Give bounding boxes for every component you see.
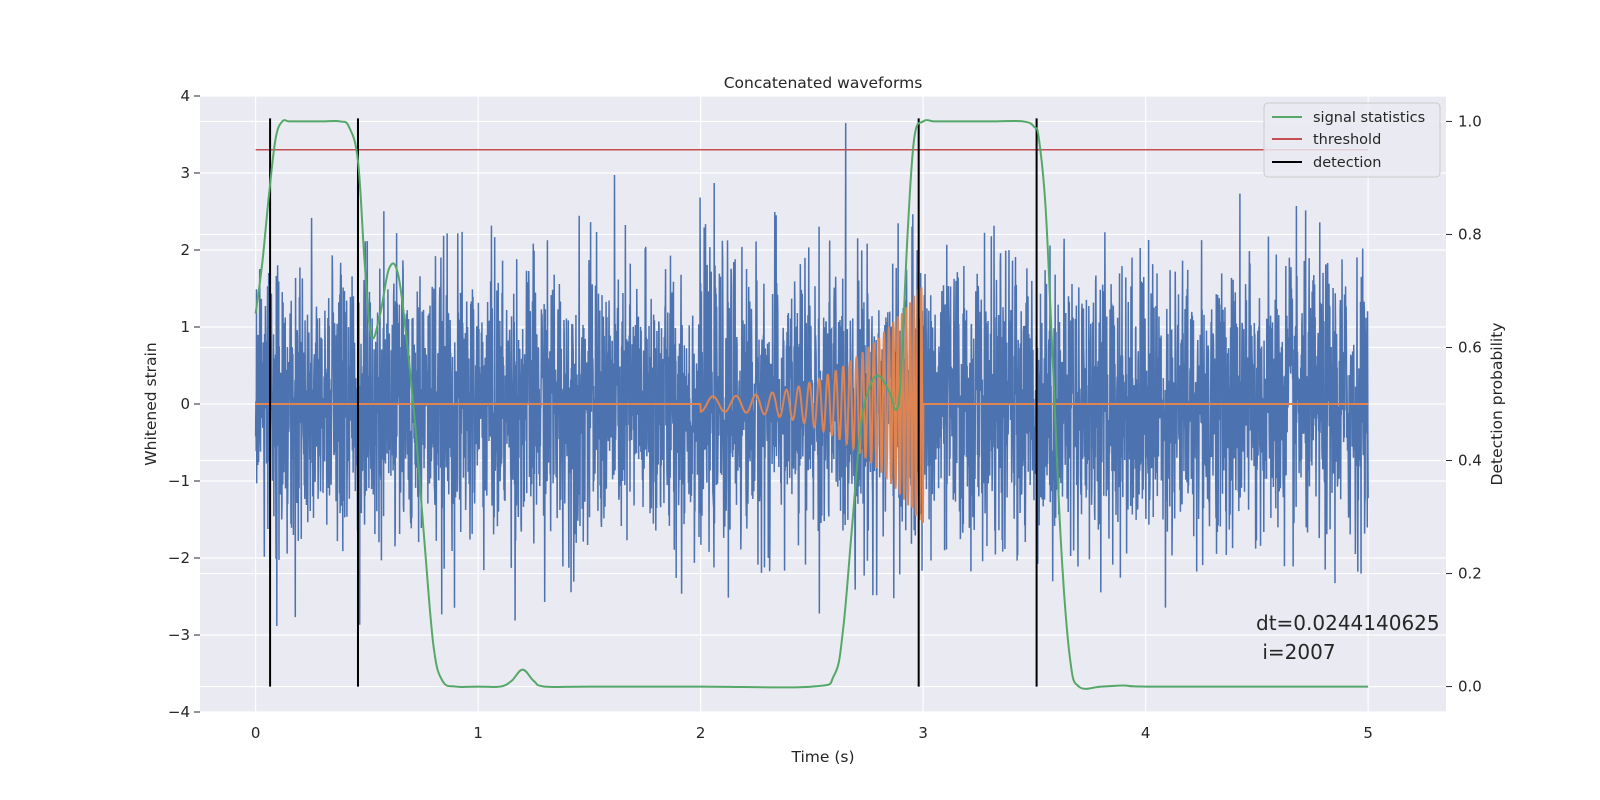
- y2-tick-label: 0.2: [1458, 565, 1482, 583]
- y-tick-label: 4: [180, 87, 190, 105]
- y-axis-label: Whitened strain: [142, 342, 160, 465]
- y-tick-label: −3: [168, 626, 190, 644]
- chirp-series-line: [255, 287, 1369, 523]
- x-tick-label: 5: [1363, 724, 1373, 742]
- y2-tick-label: 0.6: [1458, 338, 1482, 356]
- plot-area: [254, 118, 1369, 690]
- right-axis-ticks: 0.0 0.2 0.4 0.6 0.8 1.0: [1446, 112, 1482, 696]
- bottom-axis-ticks: 0 1 2 3 4 5: [251, 724, 1373, 742]
- legend: signal statistics threshold detection: [1263, 102, 1441, 178]
- annotation-dt: dt=0.0244140625: [1256, 611, 1440, 635]
- chart-title: Concatenated waveforms: [724, 74, 923, 92]
- annotation-i: i=2007: [1256, 640, 1336, 664]
- x-tick-label: 0: [251, 724, 261, 742]
- x-tick-label: 1: [473, 724, 483, 742]
- y-tick-label: −1: [168, 472, 190, 490]
- y2-axis-label: Detection probability: [1488, 323, 1506, 486]
- y2-tick-label: 0.0: [1458, 678, 1482, 696]
- y-tick-label: 1: [180, 318, 190, 336]
- legend-label-detection: detection: [1313, 155, 1381, 171]
- y-tick-label: −2: [168, 549, 190, 567]
- signal-statistics-line: [254, 119, 1369, 690]
- y-tick-label: 3: [180, 164, 190, 182]
- left-axis-ticks: −4 −3 −2 −1 0 1 2 3 4: [168, 87, 200, 721]
- y-tick-label: −4: [168, 703, 190, 721]
- x-tick-label: 4: [1141, 724, 1151, 742]
- y2-tick-label: 0.8: [1458, 225, 1482, 243]
- legend-label-threshold: threshold: [1313, 132, 1381, 148]
- y-tick-label: 2: [180, 241, 190, 259]
- legend-label-signal-statistics: signal statistics: [1313, 110, 1425, 126]
- x-axis-label: Time (s): [790, 748, 854, 766]
- x-tick-label: 3: [918, 724, 928, 742]
- y2-tick-label: 1.0: [1458, 112, 1482, 130]
- legend-box: [1263, 102, 1441, 178]
- y-tick-label: 0: [180, 395, 190, 413]
- y2-tick-label: 0.4: [1458, 452, 1482, 470]
- x-tick-label: 2: [696, 724, 706, 742]
